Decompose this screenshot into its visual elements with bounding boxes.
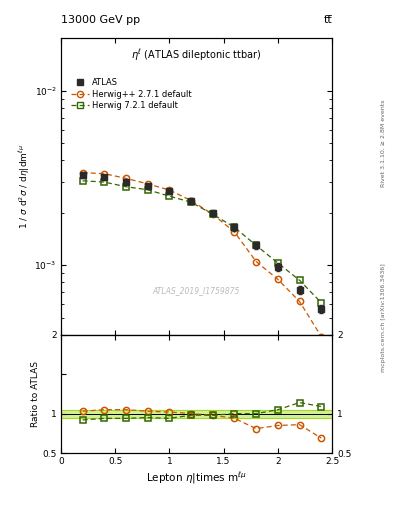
Legend: ATLAS, Herwig++ 2.7.1 default, Herwig 7.2.1 default: ATLAS, Herwig++ 2.7.1 default, Herwig 7.… — [70, 78, 192, 110]
X-axis label: Lepton $\eta$$|$times m$^{\ell\mu}$: Lepton $\eta$$|$times m$^{\ell\mu}$ — [146, 471, 247, 486]
Text: ATLAS_2019_I1759875: ATLAS_2019_I1759875 — [153, 286, 240, 295]
Text: 13000 GeV pp: 13000 GeV pp — [61, 14, 140, 25]
Y-axis label: Ratio to ATLAS: Ratio to ATLAS — [31, 361, 40, 427]
Y-axis label: 1 / $\sigma$ d$^2\sigma$ / d$\eta$$|$dm$^{\ell\mu}$: 1 / $\sigma$ d$^2\sigma$ / d$\eta$$|$dm$… — [17, 144, 32, 229]
Text: mcplots.cern.ch [arXiv:1306.3436]: mcplots.cern.ch [arXiv:1306.3436] — [381, 263, 386, 372]
Text: Rivet 3.1.10, ≥ 2.8M events: Rivet 3.1.10, ≥ 2.8M events — [381, 100, 386, 187]
Text: $\eta^\ell$ (ATLAS dileptonic ttbar): $\eta^\ell$ (ATLAS dileptonic ttbar) — [131, 47, 262, 63]
Text: tt̅: tt̅ — [323, 14, 332, 25]
